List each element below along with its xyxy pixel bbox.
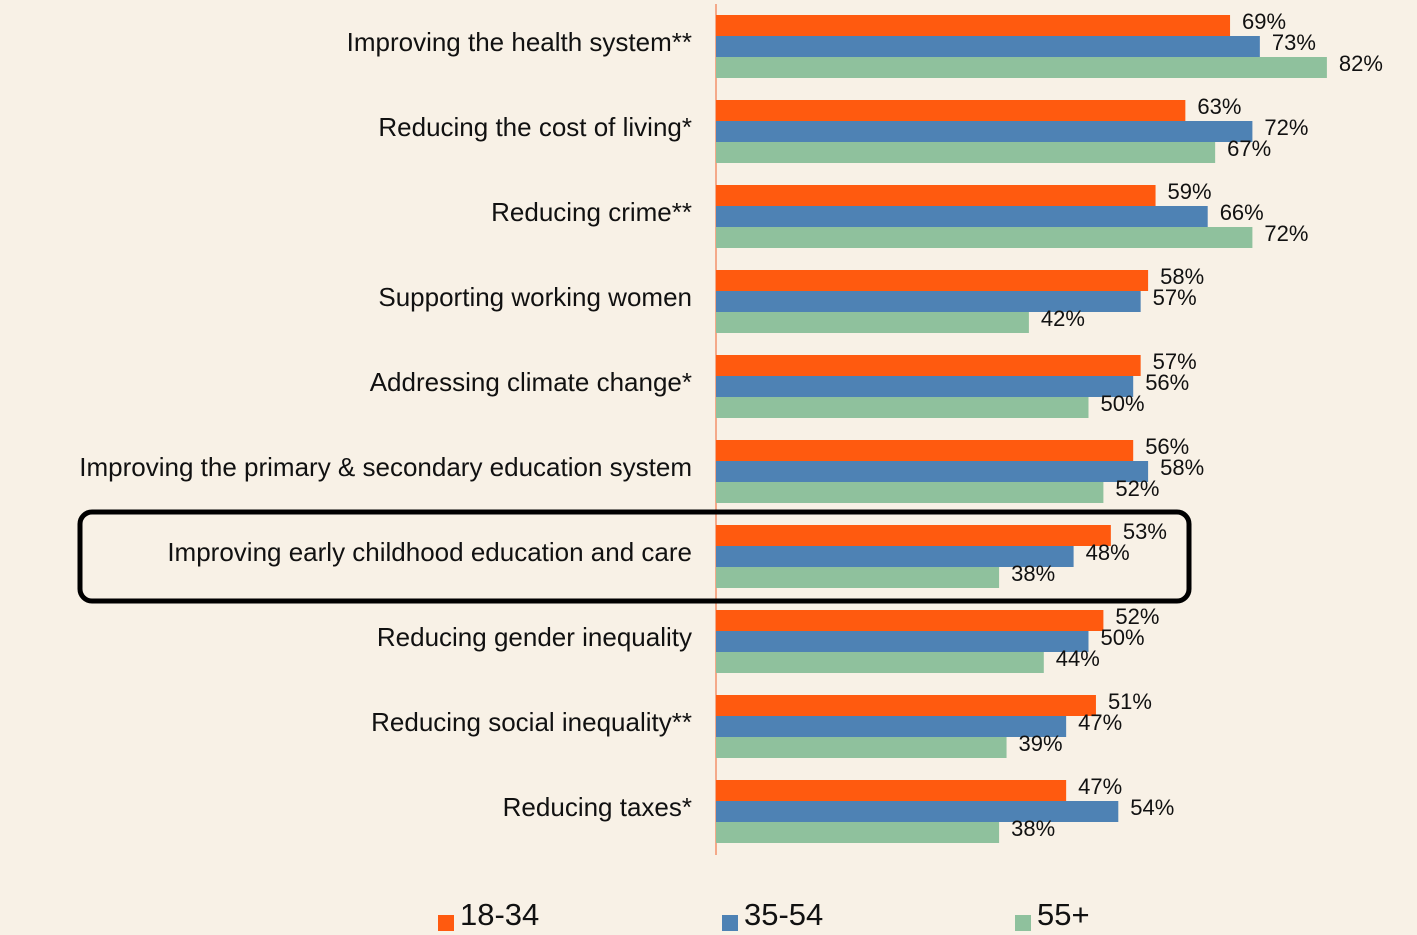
bar: [716, 822, 1000, 843]
value-label: 51%: [1108, 689, 1152, 714]
value-label: 82%: [1339, 51, 1383, 76]
bar: [716, 36, 1260, 57]
category-label: Reducing gender inequality: [377, 622, 692, 652]
bar: [716, 737, 1007, 758]
bar: [716, 610, 1104, 631]
bar: [716, 461, 1149, 482]
value-label: 52%: [1115, 476, 1159, 501]
value-label: 66%: [1220, 200, 1264, 225]
legend-label: 18-34: [460, 897, 539, 932]
value-label: 57%: [1153, 349, 1197, 374]
value-label: 38%: [1011, 816, 1055, 841]
value-label: 72%: [1264, 115, 1308, 140]
category-label: Reducing the cost of living*: [378, 112, 692, 142]
value-label: 50%: [1101, 391, 1145, 416]
legend-label: 35-54: [744, 897, 823, 932]
value-label: 52%: [1115, 604, 1159, 629]
legend-swatch: [722, 915, 738, 931]
bar: [716, 355, 1141, 376]
value-label: 59%: [1168, 179, 1212, 204]
value-label: 56%: [1145, 370, 1189, 395]
bar: [716, 567, 1000, 588]
value-label: 42%: [1041, 306, 1085, 331]
bar: [716, 695, 1096, 716]
category-label: Reducing crime**: [491, 197, 692, 227]
value-label: 69%: [1242, 9, 1286, 34]
bar: [716, 546, 1074, 567]
value-label: 53%: [1123, 519, 1167, 544]
bar: [716, 525, 1111, 546]
value-label: 54%: [1130, 795, 1174, 820]
value-label: 73%: [1272, 30, 1316, 55]
bar: [716, 142, 1216, 163]
highlight-box: [77, 509, 1192, 604]
bar: [716, 801, 1119, 822]
category-label: Reducing social inequality**: [371, 707, 692, 737]
value-label: 57%: [1153, 285, 1197, 310]
bar: [716, 631, 1089, 652]
value-label: 38%: [1011, 561, 1055, 586]
value-label: 47%: [1078, 710, 1122, 735]
bar: [716, 397, 1089, 418]
bar: [716, 206, 1208, 227]
bar: [716, 482, 1104, 503]
legend-swatch: [438, 915, 454, 931]
value-label: 50%: [1101, 625, 1145, 650]
value-label: 48%: [1086, 540, 1130, 565]
value-label: 56%: [1145, 434, 1189, 459]
bar: [716, 15, 1231, 36]
bar: [716, 440, 1134, 461]
value-label: 72%: [1264, 221, 1308, 246]
category-label: Improving early childhood education and …: [167, 537, 692, 567]
bar: [716, 652, 1044, 673]
value-label: 47%: [1078, 774, 1122, 799]
value-label: 63%: [1197, 94, 1241, 119]
category-label: Improving the health system**: [347, 27, 692, 57]
value-label: 44%: [1056, 646, 1100, 671]
value-label: 39%: [1019, 731, 1063, 756]
bar: [716, 716, 1067, 737]
category-label: Reducing taxes*: [503, 792, 692, 822]
category-label: Supporting working women: [378, 282, 692, 312]
legend-swatch: [1015, 915, 1031, 931]
bar: [716, 100, 1186, 121]
bar: [716, 227, 1253, 248]
category-label: Improving the primary & secondary educat…: [79, 452, 692, 482]
legend-label: 55+: [1037, 897, 1090, 932]
value-label: 58%: [1160, 455, 1204, 480]
bar: [716, 121, 1253, 142]
value-label: 67%: [1227, 136, 1271, 161]
bar: [716, 312, 1029, 333]
bar: [716, 376, 1134, 397]
bar: [716, 780, 1067, 801]
bar: [716, 291, 1141, 312]
bar: [716, 270, 1149, 291]
bar: [716, 57, 1327, 78]
category-label: Addressing climate change*: [370, 367, 692, 397]
value-label: 58%: [1160, 264, 1204, 289]
bar: [716, 185, 1156, 206]
